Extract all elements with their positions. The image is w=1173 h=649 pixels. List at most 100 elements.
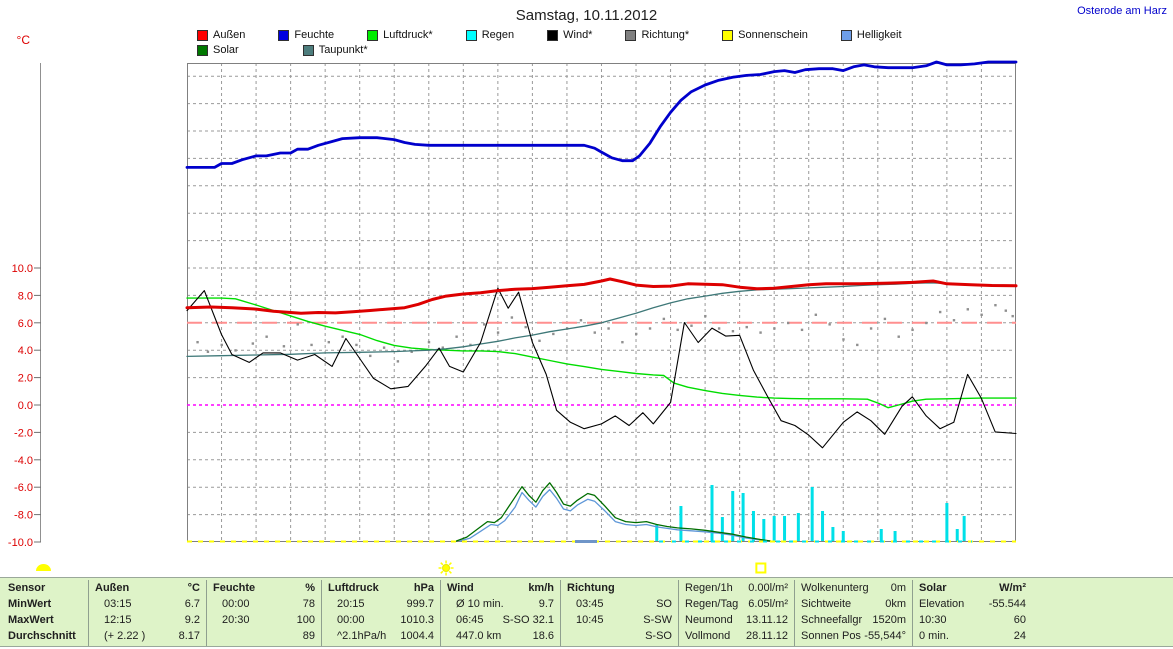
- wind-direction-dot: [786, 321, 790, 325]
- axis-tick-label: -10.0: [8, 537, 33, 549]
- stats-cell-regen-mond-row1: Regen/Tag 6.05l/m²: [679, 596, 794, 612]
- wind-direction-dot: [206, 350, 210, 353]
- stats-cell-richtung-row0: Richtung: [561, 580, 678, 596]
- rain-bar: [810, 487, 814, 541]
- cell-value: 999.7: [406, 598, 434, 610]
- legend-item-feuchte[interactable]: Feuchte: [278, 29, 334, 41]
- stats-cell-regen-mond-row0: Regen/1h 0.00l/m²: [679, 580, 794, 596]
- rain-bar: [796, 513, 800, 541]
- axis-tick-label: -8.0: [14, 510, 33, 522]
- cell-label: Sonnen Pos: [801, 630, 861, 642]
- cell-value: 0km: [885, 598, 906, 610]
- wind-direction-dot: [814, 313, 818, 316]
- cell-value: -55.544: [988, 598, 1026, 610]
- cell-label: Wolkenunterg: [801, 582, 869, 594]
- stats-cell-richtung-row3: S-SO: [561, 628, 678, 644]
- cell-label: 20:15: [337, 598, 365, 610]
- stats-column-wolken-sicht: Wolkenunterg 0m Sichtweite 0km Schneefallgr 1…: [794, 580, 912, 646]
- wind-direction-dot: [552, 332, 555, 336]
- legend-item-solar[interactable]: Solar: [197, 44, 239, 56]
- stats-column-solar: Solar W/m² Elevation -55.544 10:30 60 0 min. 24: [912, 580, 1032, 646]
- rain-bar: [945, 503, 949, 541]
- rain-bar: [955, 529, 959, 541]
- wind-direction-dot: [980, 313, 983, 316]
- cell-value: 9.2: [184, 614, 200, 626]
- wind-direction-dot: [579, 319, 583, 322]
- axis-tick-label: -2.0: [14, 427, 33, 439]
- page-title: Samstag, 10.11.2012: [515, 7, 658, 24]
- stats-cell-wind-row0: Wind km/h: [441, 580, 560, 596]
- rain-bar: [821, 511, 825, 541]
- wind-direction-dot: [310, 343, 313, 347]
- cell-value: 89: [302, 630, 315, 642]
- legend-item-sonnenschein[interactable]: Sonnenschein: [722, 29, 808, 41]
- cell-label: [567, 628, 576, 644]
- cell-label: 00:00: [337, 614, 365, 626]
- stats-cell-feuchte-row3: 89: [207, 628, 321, 644]
- stats-cell-aussen-row3: (+ 2.22 ) 8.17: [89, 628, 206, 644]
- wind-direction-dot: [1004, 309, 1007, 312]
- cell-value: 9.7: [538, 598, 554, 610]
- legend-row-1: Außen Feuchte Luftdruck* Regen Wind* Richtung…: [197, 29, 902, 41]
- wind-line: [186, 287, 1017, 449]
- legend-label-richtung: Richtung*: [641, 29, 690, 41]
- legend-item-helligkeit[interactable]: Helligkeit: [840, 29, 902, 41]
- wind-direction-dot: [897, 335, 900, 338]
- cell-value: 100: [296, 614, 315, 626]
- wind-direction-dot: [220, 343, 223, 347]
- stats-cell-solar-row1: Elevation -55.544: [913, 596, 1032, 612]
- stats-cell-wolken-sicht-row0: Wolkenunterg 0m: [795, 580, 912, 596]
- wind-direction-dot: [717, 327, 721, 330]
- wind-direction-dot: [296, 323, 299, 326]
- cell-value: 60: [1013, 614, 1026, 626]
- rain-bar: [731, 491, 735, 541]
- cell-value: 1520m: [872, 614, 906, 626]
- legend-label-aussen: Außen: [213, 29, 246, 41]
- rain-bar: [879, 529, 883, 541]
- rain-bar: [655, 525, 659, 541]
- luftdruck-swatch-icon: [367, 29, 379, 41]
- cell-label: Solar: [919, 582, 947, 594]
- cell-label: 06:45: [456, 614, 484, 626]
- wind-direction-dot: [455, 335, 458, 338]
- cell-label: MaxWert: [8, 614, 54, 626]
- wind-direction-dot: [410, 350, 413, 353]
- rain-bar: [783, 516, 787, 541]
- rain-bar: [751, 511, 755, 541]
- stats-cell-sensor-labels-row1: MinWert: [2, 596, 88, 612]
- rain-bar: [679, 506, 683, 541]
- stats-cell-richtung-row1: 03:45 SO: [561, 596, 678, 612]
- legend-item-wind[interactable]: Wind*: [547, 29, 592, 41]
- axis-unit-label: °C: [17, 33, 31, 47]
- legend-item-regen[interactable]: Regen: [465, 29, 515, 41]
- wind-direction-dot: [938, 310, 942, 314]
- stats-cell-aussen-row2: 12:15 9.2: [89, 612, 206, 628]
- helligkeit-line: [459, 488, 772, 542]
- wind-direction-dot: [676, 328, 679, 332]
- stats-cell-regen-mond-row2: Neumond 13.11.12: [679, 612, 794, 628]
- legend-label-regen: Regen: [481, 29, 515, 41]
- cell-label: 20:30: [222, 614, 250, 626]
- legend-item-luftdruck[interactable]: Luftdruck*: [367, 29, 433, 41]
- sunrise-sun-icon: [442, 564, 451, 572]
- wind-direction-dot: [856, 343, 859, 347]
- stats-cell-sensor-labels-row2: MaxWert: [2, 612, 88, 628]
- rain-bar: [962, 516, 966, 541]
- cell-label: Durchschnitt: [8, 630, 76, 642]
- station-name-link[interactable]: Osterode am Harz: [1077, 5, 1167, 17]
- legend-item-taupunkt[interactable]: Taupunkt*: [302, 44, 368, 56]
- wind-direction-dot: [952, 319, 956, 322]
- cell-value: 28.11.12: [745, 630, 788, 642]
- stats-cell-luftdruck-row1: 20:15 999.7: [322, 596, 440, 612]
- wind-direction-dot: [538, 339, 541, 343]
- wind-direction-dot: [911, 328, 914, 332]
- legend-item-richtung[interactable]: Richtung*: [625, 29, 689, 41]
- cell-label: Richtung: [567, 582, 615, 594]
- legend-row-2: Solar Taupunkt*: [197, 44, 368, 56]
- cell-label: Sichtweite: [801, 598, 852, 610]
- cell-label: Regen/1h: [685, 582, 733, 594]
- cell-label: Ø 10 min.: [456, 598, 504, 610]
- stats-cell-luftdruck-row3: ^2.1hPa/h 1004.4: [322, 628, 440, 644]
- legend-item-aussen[interactable]: Außen: [197, 29, 245, 41]
- rain-bar: [772, 516, 776, 541]
